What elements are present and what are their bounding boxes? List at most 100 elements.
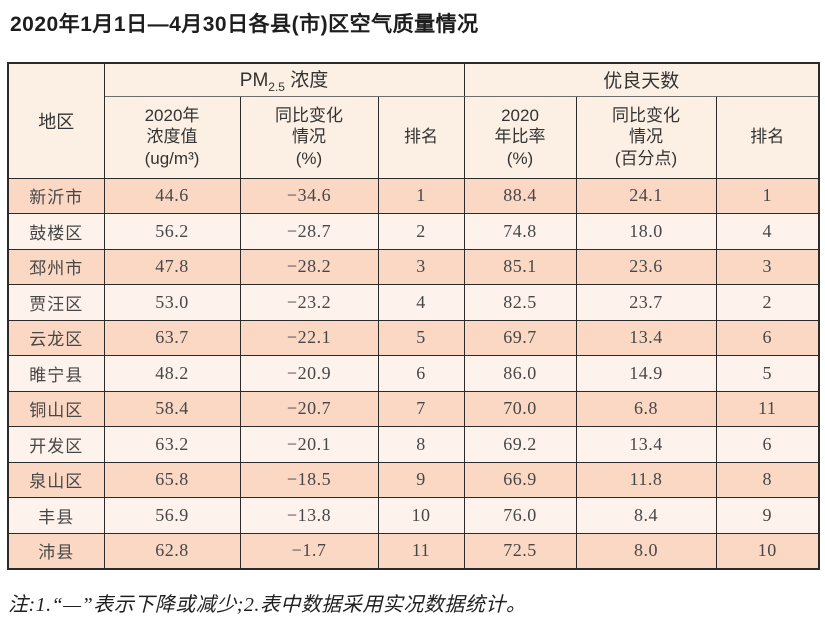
- good-ratio-cell: 82.5: [463, 284, 577, 321]
- table-header: 地区 PM2.5 浓度 优良天数 2020年 浓度值 (ug/m³) 同比变化 …: [7, 62, 820, 179]
- table-row: 铜山区 58.4 −20.7 7 70.0 6.8 11: [7, 390, 820, 427]
- region-cell: 云龙区: [7, 319, 105, 356]
- column-group-good-days: 优良天数: [463, 62, 820, 97]
- pm25-value-cell: 47.8: [103, 248, 241, 285]
- pm25-change-cell: −23.2: [239, 284, 379, 321]
- table-row: 邳州市 47.8 −28.2 3 85.1 23.6 3: [7, 248, 820, 285]
- pm25-value-cell: 48.2: [103, 355, 241, 392]
- column-header-good-change: 同比变化 情况 (百分点): [575, 95, 717, 179]
- air-quality-table: 地区 PM2.5 浓度 优良天数 2020年 浓度值 (ug/m³) 同比变化 …: [7, 62, 821, 570]
- column-header-pm25-rank: 排名: [377, 95, 465, 179]
- table-body: 新沂市 44.6 −34.6 1 88.4 24.1 1 鼓楼区 56.2 −28.7 2 74.8 1…: [7, 177, 820, 569]
- pm25-value-cell: 62.8: [103, 532, 241, 569]
- good-change-cell: 18.0: [575, 213, 717, 250]
- table-row: 泉山区 65.8 −18.5 9 66.9 11.8 8: [7, 461, 820, 498]
- pm25-rank-cell: 7: [377, 390, 465, 427]
- good-ratio-cell: 72.5: [463, 532, 577, 569]
- good-rank-cell: 10: [715, 532, 820, 569]
- region-cell: 铜山区: [7, 390, 105, 427]
- table-row: 丰县 56.9 −13.8 10 76.0 8.4 9: [7, 497, 820, 534]
- pm25-value-cell: 58.4: [103, 390, 241, 427]
- good-change-cell: 14.9: [575, 355, 717, 392]
- region-cell: 鼓楼区: [7, 213, 105, 250]
- pm25-change-cell: −20.7: [239, 390, 379, 427]
- pm25-rank-cell: 3: [377, 248, 465, 285]
- region-cell: 泉山区: [7, 461, 105, 498]
- pm25-value-cell: 65.8: [103, 461, 241, 498]
- pm25-rank-cell: 4: [377, 284, 465, 321]
- pm25-rank-cell: 6: [377, 355, 465, 392]
- footnote: 注:1.“—”表示下降或减少;2.表中数据采用实况数据统计。: [8, 594, 527, 616]
- good-ratio-cell: 76.0: [463, 497, 577, 534]
- good-change-cell: 24.1: [575, 177, 717, 214]
- pm25-change-cell: −1.7: [239, 532, 379, 569]
- column-header-pm25-change: 同比变化 情况 (%): [239, 95, 379, 179]
- pm25-label-subscript: 2.5: [268, 80, 285, 95]
- good-rank-cell: 4: [715, 213, 820, 250]
- good-rank-cell: 3: [715, 248, 820, 285]
- column-header-region: 地区: [7, 62, 105, 179]
- good-ratio-cell: 74.8: [463, 213, 577, 250]
- good-change-cell: 13.4: [575, 319, 717, 356]
- region-cell: 贾汪区: [7, 284, 105, 321]
- pm25-label-prefix: PM: [239, 70, 269, 92]
- region-cell: 丰县: [7, 497, 105, 534]
- pm25-rank-cell: 11: [377, 532, 465, 569]
- pm25-change-cell: −28.7: [239, 213, 379, 250]
- region-cell: 开发区: [7, 426, 105, 463]
- table-row: 开发区 63.2 −20.1 8 69.2 13.4 6: [7, 426, 820, 463]
- good-ratio-cell: 86.0: [463, 355, 577, 392]
- pm25-change-cell: −34.6: [239, 177, 379, 214]
- good-change-cell: 6.8: [575, 390, 717, 427]
- pm25-change-cell: −20.9: [239, 355, 379, 392]
- good-ratio-cell: 66.9: [463, 461, 577, 498]
- column-group-pm25: PM2.5 浓度: [103, 62, 465, 97]
- pm25-rank-cell: 9: [377, 461, 465, 498]
- good-change-cell: 8.0: [575, 532, 717, 569]
- good-ratio-cell: 69.2: [463, 426, 577, 463]
- good-ratio-cell: 85.1: [463, 248, 577, 285]
- good-rank-cell: 6: [715, 319, 820, 356]
- good-rank-cell: 11: [715, 390, 820, 427]
- column-header-good-ratio: 2020 年比率 (%): [463, 95, 577, 179]
- pm25-change-cell: −13.8: [239, 497, 379, 534]
- region-cell: 沛县: [7, 532, 105, 569]
- pm25-change-cell: −22.1: [239, 319, 379, 356]
- good-ratio-cell: 70.0: [463, 390, 577, 427]
- good-ratio-cell: 88.4: [463, 177, 577, 214]
- table-row: 贾汪区 53.0 −23.2 4 82.5 23.7 2: [7, 284, 820, 321]
- pm25-rank-cell: 1: [377, 177, 465, 214]
- good-change-cell: 23.7: [575, 284, 717, 321]
- good-change-cell: 11.8: [575, 461, 717, 498]
- pm25-rank-cell: 2: [377, 213, 465, 250]
- pm25-rank-cell: 8: [377, 426, 465, 463]
- table-row: 新沂市 44.6 −34.6 1 88.4 24.1 1: [7, 177, 820, 214]
- pm25-value-cell: 63.2: [103, 426, 241, 463]
- good-rank-cell: 2: [715, 284, 820, 321]
- table-row: 鼓楼区 56.2 −28.7 2 74.8 18.0 4: [7, 213, 820, 250]
- good-rank-cell: 6: [715, 426, 820, 463]
- good-change-cell: 8.4: [575, 497, 717, 534]
- good-ratio-cell: 69.7: [463, 319, 577, 356]
- pm25-value-cell: 56.2: [103, 213, 241, 250]
- pm25-change-cell: −28.2: [239, 248, 379, 285]
- pm25-label-suffix: 浓度: [284, 70, 329, 92]
- page-title: 2020年1月1日—4月30日各县(市)区空气质量情况: [10, 13, 479, 36]
- pm25-change-cell: −18.5: [239, 461, 379, 498]
- table-row: 睢宁县 48.2 −20.9 6 86.0 14.9 5: [7, 355, 820, 392]
- good-change-cell: 23.6: [575, 248, 717, 285]
- pm25-value-cell: 63.7: [103, 319, 241, 356]
- pm25-value-cell: 44.6: [103, 177, 241, 214]
- region-cell: 邳州市: [7, 248, 105, 285]
- good-rank-cell: 1: [715, 177, 820, 214]
- column-header-good-rank: 排名: [715, 95, 820, 179]
- table-row: 云龙区 63.7 −22.1 5 69.7 13.4 6: [7, 319, 820, 356]
- pm25-change-cell: −20.1: [239, 426, 379, 463]
- table-row: 沛县 62.8 −1.7 11 72.5 8.0 10: [7, 532, 820, 569]
- good-rank-cell: 5: [715, 355, 820, 392]
- pm25-value-cell: 53.0: [103, 284, 241, 321]
- region-cell: 睢宁县: [7, 355, 105, 392]
- pm25-value-cell: 56.9: [103, 497, 241, 534]
- pm25-rank-cell: 5: [377, 319, 465, 356]
- column-header-pm25-value: 2020年 浓度值 (ug/m³): [103, 95, 241, 179]
